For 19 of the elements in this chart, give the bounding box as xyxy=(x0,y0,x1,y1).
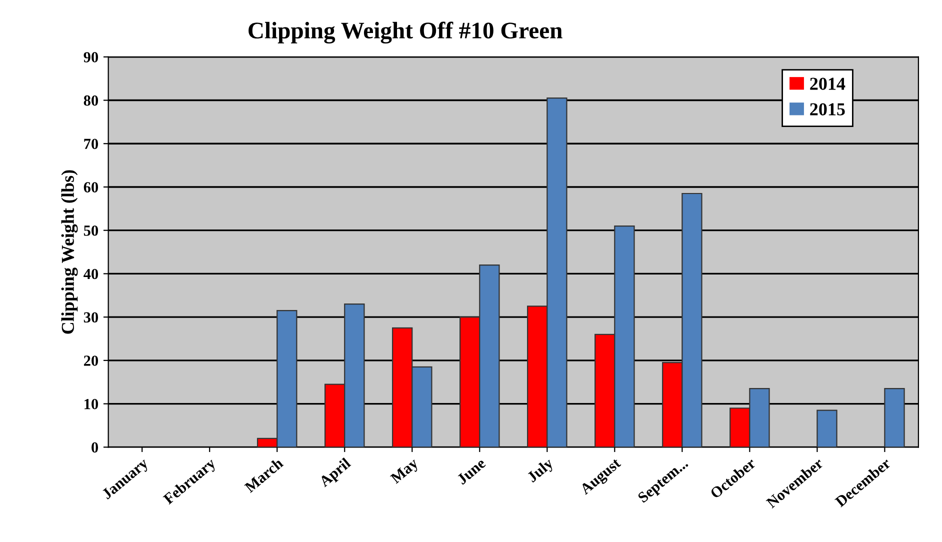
y-tick-label: 50 xyxy=(84,225,98,236)
y-axis-title: Clipping Weight (lbs) xyxy=(61,170,78,334)
y-tick-label: 20 xyxy=(84,356,98,366)
y-tick-label: 40 xyxy=(84,268,98,280)
y-tick-label: 10 xyxy=(84,398,98,410)
y-tick-label: 60 xyxy=(84,182,98,192)
y-tick-label: 30 xyxy=(84,312,98,323)
legend-label: 2015 xyxy=(810,103,845,116)
x-tick-label: July xyxy=(526,456,556,486)
bar xyxy=(884,388,905,448)
chart-title: Clipping Weight Off #10 Green xyxy=(248,22,562,44)
x-tick-label: May xyxy=(390,457,421,486)
y-tick-label: 90 xyxy=(84,52,98,62)
y-tick-label: 80 xyxy=(84,95,98,106)
y-tick-label: 0 xyxy=(92,442,98,453)
bar xyxy=(816,410,838,448)
legend-label: 2014 xyxy=(810,78,846,90)
x-tick-label: June xyxy=(456,458,486,485)
y-tick-label: 70 xyxy=(84,138,98,150)
